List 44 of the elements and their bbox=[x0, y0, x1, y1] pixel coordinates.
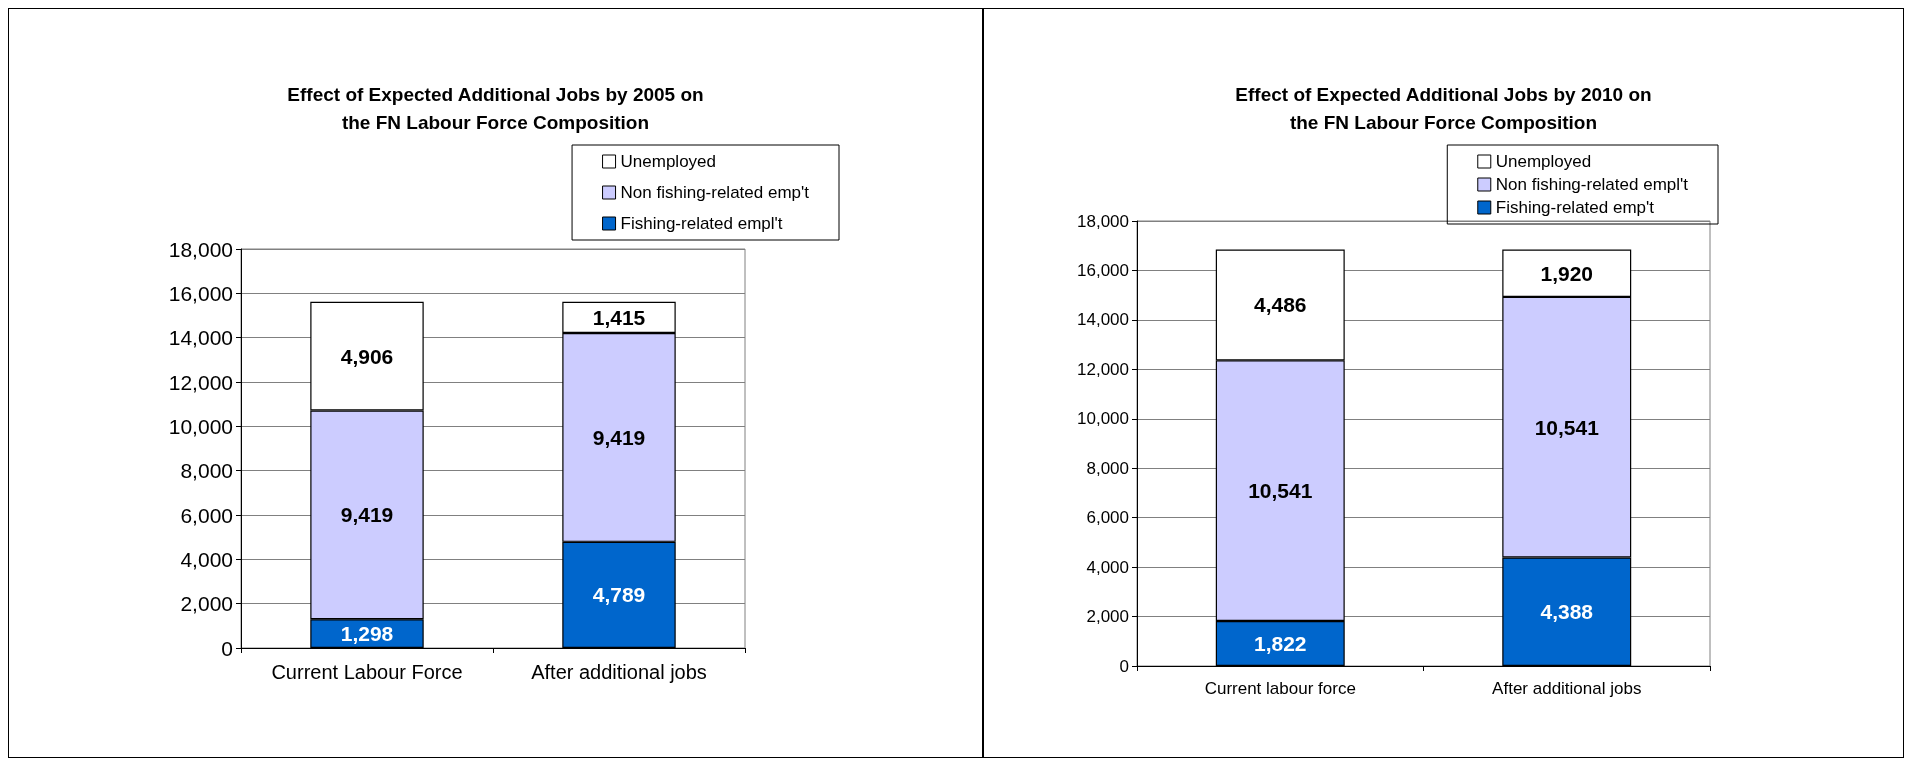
y-tick-label: 8,000 bbox=[1086, 458, 1129, 478]
y-tick-label: 18,000 bbox=[168, 237, 233, 261]
y-tick-label: 16,000 bbox=[168, 281, 233, 305]
y-tick-label: 0 bbox=[1119, 656, 1129, 676]
y-tick-label: 0 bbox=[221, 636, 233, 660]
y-tick-label: 4,000 bbox=[180, 547, 233, 571]
y-tick-label: 4,000 bbox=[1086, 557, 1129, 577]
y-tick-label: 8,000 bbox=[180, 459, 233, 483]
y-tick-label: 16,000 bbox=[1077, 260, 1129, 280]
legend-label: Non fishing-related empl't bbox=[1495, 175, 1689, 194]
legend-label: Fishing-related emp't bbox=[1495, 198, 1655, 217]
data-label: 9,419 bbox=[340, 503, 394, 527]
data-label: 10,541 bbox=[1534, 415, 1600, 439]
chart-title: Effect of Expected Additional Jobs by 2010 on the FN Labour Force Composition bbox=[1235, 83, 1652, 133]
y-tick-label: 12,000 bbox=[1077, 359, 1129, 379]
data-label: 4,486 bbox=[1253, 293, 1307, 317]
data-label: 1,298 bbox=[340, 622, 394, 646]
x-tick-label: Current labour force bbox=[1204, 679, 1356, 698]
legend-label: Non fishing-related emp't bbox=[620, 183, 810, 202]
x-tick-label: After additional jobs bbox=[1492, 679, 1642, 698]
y-tick-label: 14,000 bbox=[168, 326, 233, 350]
y-tick-label: 10,000 bbox=[168, 414, 233, 438]
data-label: 1,822 bbox=[1253, 631, 1307, 655]
data-label: 1,415 bbox=[592, 305, 646, 329]
legend-label: Unemployed bbox=[620, 152, 716, 171]
legend-label: Unemployed bbox=[1495, 152, 1592, 171]
data-label: 4,789 bbox=[592, 583, 646, 607]
legend-label: Fishing-related empl't bbox=[620, 214, 783, 233]
y-tick-label: 6,000 bbox=[180, 503, 233, 527]
x-tick-label: Current Labour Force bbox=[271, 661, 463, 683]
data-label: 10,541 bbox=[1248, 479, 1313, 503]
y-tick-label: 14,000 bbox=[1077, 310, 1129, 330]
data-label: 4,388 bbox=[1540, 600, 1594, 624]
data-label: 1,920 bbox=[1540, 261, 1594, 285]
y-tick-label: 2,000 bbox=[1086, 607, 1129, 627]
data-label: 4,906 bbox=[340, 344, 394, 368]
y-tick-label: 2,000 bbox=[180, 592, 233, 616]
chart-title: Effect of Expected Additional Jobs by 2005 on the FN Labour Force Composition bbox=[287, 83, 704, 133]
y-tick-label: 12,000 bbox=[168, 370, 233, 394]
x-tick-label: After additional jobs bbox=[531, 661, 707, 683]
data-label: 9,419 bbox=[592, 425, 646, 449]
y-tick-label: 10,000 bbox=[1077, 409, 1129, 429]
y-tick-label: 6,000 bbox=[1086, 508, 1129, 528]
y-tick-label: 18,000 bbox=[1077, 211, 1129, 231]
